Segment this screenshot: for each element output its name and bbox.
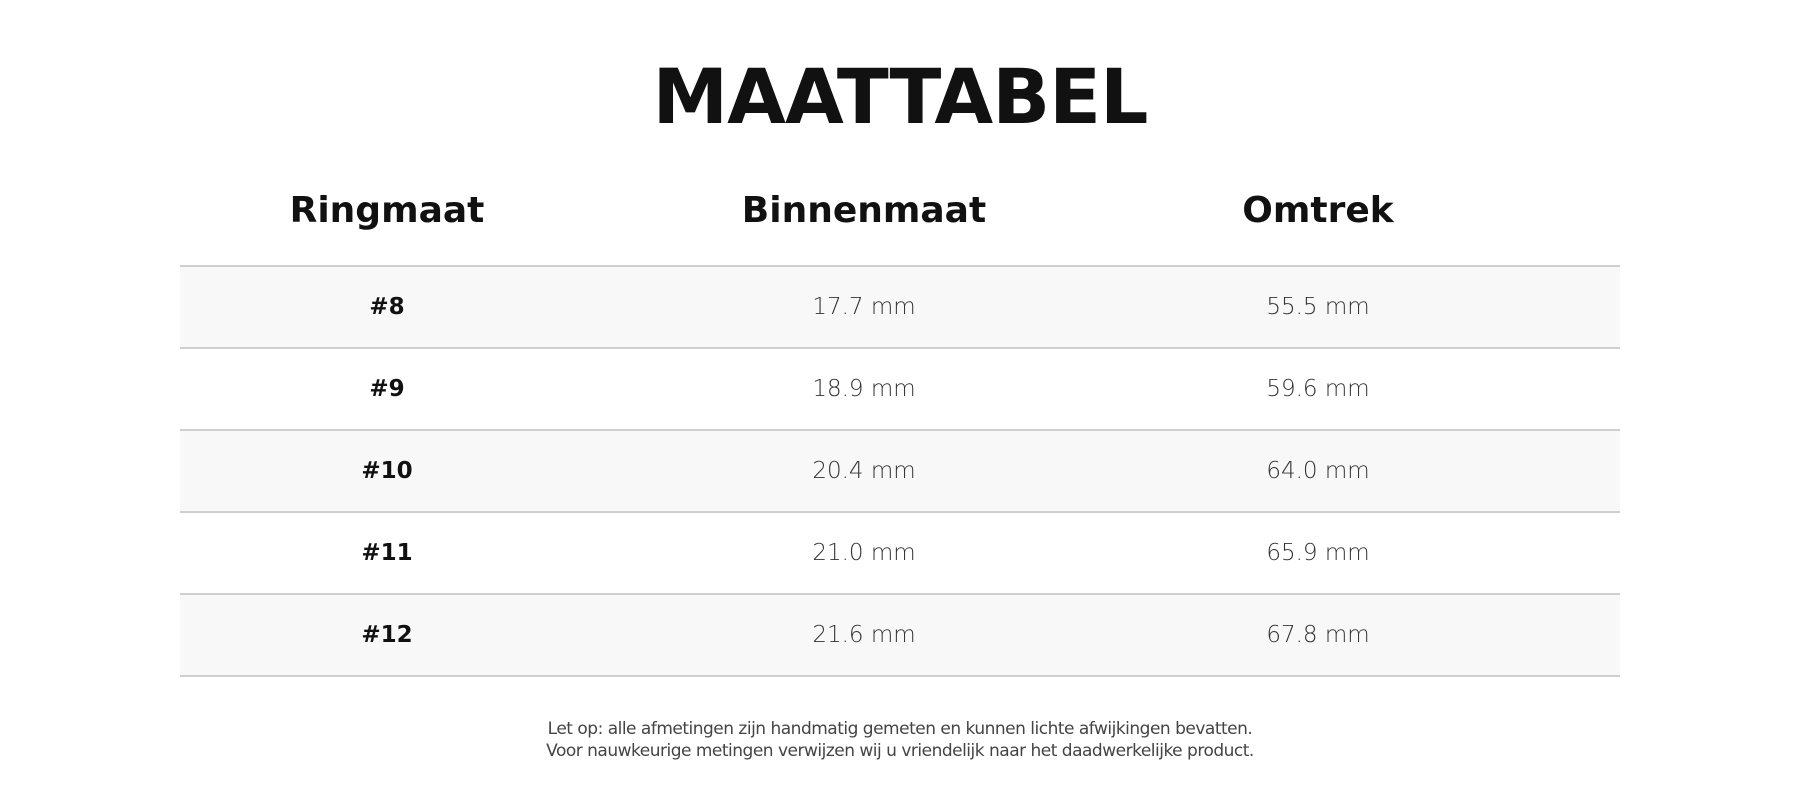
table-cell: #10 (361, 458, 413, 484)
table-cell: 65.9 mm (1266, 540, 1370, 566)
column-header: Omtrek (1242, 190, 1394, 231)
table-cell: 64.0 mm (1266, 458, 1370, 484)
table-cell: 20.4 mm (812, 458, 916, 484)
note-line: Let op: alle afmetingen zijn handmatig g… (547, 719, 1253, 739)
note-line: Voor nauwkeurige metingen verwijzen wij … (546, 741, 1254, 761)
table-cell: #12 (361, 622, 413, 648)
table-row: #10 20.4 mm 64.0 mm (180, 431, 1620, 513)
table-row: #8 17.7 mm 55.5 mm (180, 267, 1620, 349)
table-cell: 18.9 mm (812, 376, 916, 402)
table-cell: #8 (369, 294, 405, 320)
size-table: #8 17.7 mm 55.5 mm #9 18.9 mm 59.6 mm #10 20.4 … (180, 265, 1620, 677)
title: MAATTABEL (652, 52, 1149, 141)
column-header: Ringmaat (289, 190, 485, 231)
table-row: #11 21.0 mm 65.9 mm (180, 513, 1620, 595)
table-cell: 59.6 mm (1266, 376, 1370, 402)
column-header: Binnenmaat (741, 190, 987, 231)
table-cell: 17.7 mm (812, 294, 916, 320)
table-cell: 67.8 mm (1266, 622, 1370, 648)
table-header: Ringmaat Binnenmaat Omtrek (180, 190, 1620, 234)
table-cell: #11 (361, 540, 413, 566)
note: Let op: alle afmetingen zijn handmatig g… (0, 718, 1800, 762)
table-cell: 21.6 mm (812, 622, 916, 648)
table-cell: 55.5 mm (1266, 294, 1370, 320)
table-row: #12 21.6 mm 67.8 mm (180, 595, 1620, 677)
table-cell: #9 (369, 376, 405, 402)
table-row: #9 18.9 mm 59.6 mm (180, 349, 1620, 431)
table-cell: 21.0 mm (812, 540, 916, 566)
